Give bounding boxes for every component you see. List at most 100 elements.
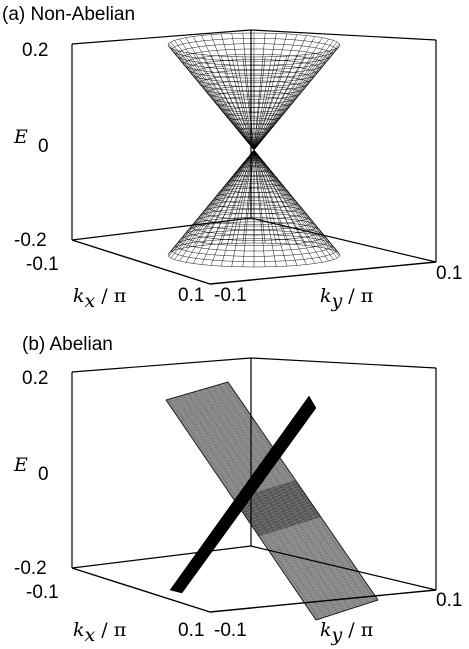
panel-b-xtick-right: 0.1	[178, 620, 204, 641]
cone-mesh-line	[253, 149, 277, 267]
cone-mesh-line	[170, 149, 255, 253]
gray-plane-front-line	[252, 492, 279, 531]
gray-plane-front-line	[243, 495, 270, 534]
cone-mesh-line	[253, 41, 338, 151]
gray-plane-front-line	[266, 488, 293, 527]
gray-plane-front-line	[247, 494, 274, 533]
cone-mesh-line	[253, 33, 266, 151]
panel-b-ylabel: ky / π	[320, 619, 373, 646]
panel-b-ztick-mid: 0	[38, 464, 49, 485]
gray-plane-front-line	[258, 491, 285, 529]
gray-plane-front-line	[260, 490, 287, 529]
gray-plane-front-line	[239, 496, 266, 535]
panel-b-planes-surface	[165, 381, 379, 621]
cone-mesh-line	[253, 149, 323, 248]
cone-mesh-line	[253, 38, 329, 151]
cone-mesh-line	[253, 36, 315, 151]
gray-plane-front-line	[264, 489, 291, 527]
cone-mesh-line	[220, 149, 255, 244]
cone-mesh-line	[253, 149, 323, 263]
cone-mesh-line	[253, 56, 277, 151]
gray-plane-front-line	[271, 487, 298, 525]
cone-mesh-line	[185, 52, 255, 151]
gray-plane-front-line	[268, 488, 295, 526]
cone-mesh-line	[253, 149, 329, 250]
cone-mesh-line	[201, 149, 255, 246]
cone-mesh-line	[179, 149, 255, 262]
gray-plane-front-line	[261, 490, 288, 528]
panel-a-ylabel: ky / π	[320, 285, 373, 312]
cone-mesh-line	[253, 149, 266, 267]
cone-mesh-line	[253, 52, 323, 151]
cone-mesh-line	[174, 40, 255, 151]
cone-mesh-line	[231, 33, 255, 151]
gray-plane-front-line	[267, 488, 294, 526]
gray-plane-front-line	[290, 481, 317, 519]
gray-plane-front-line	[281, 483, 308, 522]
cone-mesh-line	[168, 43, 255, 151]
cone-mesh-line	[167, 44, 255, 151]
cone-mesh-line	[253, 149, 340, 254]
gray-plane-front-line	[258, 491, 285, 529]
cone-mesh-line	[231, 149, 255, 244]
gray-plane-front-line	[289, 481, 316, 519]
cone-mesh-line	[174, 149, 255, 251]
gray-plane-front-line	[237, 497, 264, 536]
gray-plane-front-line	[238, 497, 265, 535]
cone-mesh-line	[185, 37, 255, 151]
cone-mesh-line	[253, 149, 298, 245]
cone-mesh-line	[253, 149, 298, 266]
gray-plane-front-line	[273, 486, 300, 525]
cone-mesh-line	[253, 149, 315, 247]
gray-plane-front-line	[259, 490, 286, 529]
cone-mesh-line	[210, 149, 255, 245]
cone-mesh-line	[253, 149, 334, 251]
gray-plane-front-line	[244, 495, 271, 533]
gray-plane-front-line	[281, 484, 308, 522]
gray-plane-front-line	[254, 492, 281, 530]
cone-mesh-line	[253, 34, 298, 151]
gray-plane-front-line	[234, 498, 261, 537]
panel-a-zlabel: E	[13, 126, 28, 148]
cone-mesh-line	[220, 33, 255, 151]
gray-plane-front-line	[250, 493, 277, 532]
panel-a-cone-surface	[167, 32, 341, 268]
gray-plane-front-line	[276, 485, 303, 524]
gray-plane-front-line	[236, 497, 263, 536]
cone-mesh-line	[253, 53, 315, 151]
gray-plane-front-line	[274, 486, 301, 524]
cone-mesh-line	[253, 149, 288, 244]
cone-mesh-line	[253, 149, 266, 244]
cone-mesh-line	[253, 35, 307, 151]
cone-mesh-line	[220, 149, 255, 267]
cone-mesh-line	[242, 33, 255, 151]
cone-mesh-line	[179, 38, 255, 151]
panel-a-ytick-left: -0.1	[214, 285, 247, 306]
gray-plane-front-line	[275, 485, 302, 524]
cone-mesh-line	[193, 149, 255, 247]
cone-mesh-line	[253, 37, 323, 151]
panel-a-ztick-mid: 0	[38, 136, 49, 157]
gray-plane-outline	[165, 381, 379, 621]
gray-plane-front-line	[246, 494, 273, 533]
gray-plane-front-line	[292, 480, 319, 519]
gray-plane-front-line	[284, 483, 311, 521]
panel-a-xtick-right: 0.1	[178, 285, 204, 306]
panel-b-xlabel: kx / π	[73, 619, 126, 646]
cone-mesh-line	[231, 56, 255, 151]
panel-a-xlabel: kx / π	[73, 285, 126, 312]
panel-b-ytick-left: -0.1	[214, 620, 247, 641]
panel-b-ztick-top: 0.2	[22, 368, 48, 389]
gray-plane-front-line	[270, 487, 297, 526]
panel-a-title: (a) Non-Abelian	[2, 4, 135, 25]
panel-b-plane-gray	[165, 381, 379, 621]
panel-a-ytick-right: 0.1	[436, 263, 462, 284]
panel-b-box	[71, 357, 437, 613]
panel-a-ztick-bot: -0.2	[14, 230, 47, 251]
gray-plane-front-line	[256, 491, 283, 530]
panel-a-ztick-top: 0.2	[22, 40, 48, 61]
cone-mesh-line	[170, 41, 255, 151]
gray-plane-front-line	[294, 480, 321, 518]
panel-b-plane-black	[169, 395, 317, 594]
